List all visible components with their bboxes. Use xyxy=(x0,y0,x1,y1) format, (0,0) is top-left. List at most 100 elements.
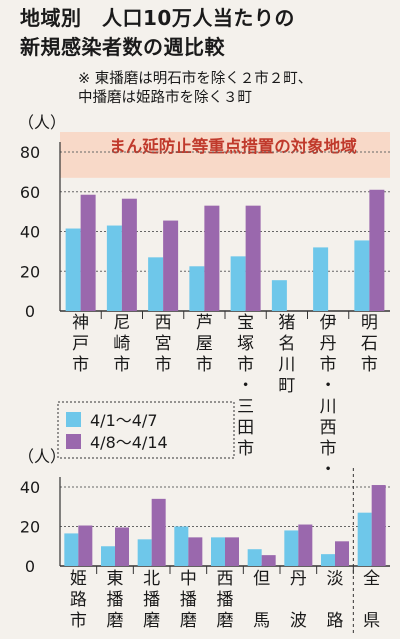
x-category-label-char: 播 xyxy=(180,590,197,610)
bar-series1 xyxy=(106,225,122,311)
x-category-label-char: 石 xyxy=(361,334,378,354)
x-category-label-char: 伊 xyxy=(320,313,337,333)
bar-series1 xyxy=(174,526,189,566)
x-category-label-char: 市 xyxy=(70,611,87,631)
x-category-label-char: 市 xyxy=(361,355,378,375)
y-tick-label: 40 xyxy=(20,223,40,242)
bar-series1 xyxy=(137,539,152,566)
x-category-label-char: 市 xyxy=(237,439,254,459)
x-category-label-char: 崎 xyxy=(113,334,130,354)
bar-series1 xyxy=(321,554,335,566)
bar-series1 xyxy=(271,280,287,311)
y-tick-label: 40 xyxy=(20,478,40,497)
bar-series1 xyxy=(211,537,225,566)
chart-note: ※ 東播磨は明石市を除く２市２町、 中播磨は姫路市を除く３町 xyxy=(78,71,313,106)
x-category-label-char: 市 xyxy=(196,355,213,375)
x-category-label-char: ・ xyxy=(320,376,337,396)
x-category-label-char: 戸 xyxy=(72,334,89,354)
bar-series2 xyxy=(261,555,276,566)
x-category-label-char: 芦 xyxy=(196,313,213,333)
legend-swatch xyxy=(66,434,81,449)
x-category-label-char: ・ xyxy=(237,376,254,396)
x-category-label-char: 三 xyxy=(237,397,254,417)
legend-label: 4/8～4/14 xyxy=(90,433,168,452)
x-category-label-char: 磨 xyxy=(217,611,234,631)
x-category-label-char: 播 xyxy=(107,590,124,610)
x-category-label-char: 市 xyxy=(155,355,172,375)
y-unit: （人） xyxy=(18,447,66,466)
x-category-label-char: 県 xyxy=(363,611,380,631)
bar-series1 xyxy=(101,546,115,566)
measure-band xyxy=(60,132,390,178)
x-category-label-char: 市 xyxy=(320,439,337,459)
x-category-label-char: 神 xyxy=(72,313,89,333)
y-tick-label: 80 xyxy=(20,143,40,162)
bar-series1 xyxy=(65,228,81,311)
bar-series1 xyxy=(354,240,370,311)
bar-series2 xyxy=(115,527,129,566)
x-category-label-char: 田 xyxy=(237,418,254,438)
legend-swatch xyxy=(66,412,81,427)
x-category-label-char: 西 xyxy=(155,313,172,333)
x-category-label-char: 馬 xyxy=(253,611,270,631)
x-category-label-char: 路 xyxy=(70,590,87,610)
bar-series2 xyxy=(245,205,261,311)
bar-series1 xyxy=(247,549,262,566)
x-category-label-char: 但 xyxy=(253,569,270,589)
x-category-label-char: ・ xyxy=(320,460,337,480)
x-category-label-char: 猪 xyxy=(278,313,295,333)
x-category-label-char: 中 xyxy=(180,569,197,589)
x-category-label-char: 磨 xyxy=(107,611,124,631)
bar-series2 xyxy=(204,205,220,311)
x-category-label-char: 市 xyxy=(113,355,130,375)
x-category-label-char: 波 xyxy=(290,611,307,631)
y-unit: （人） xyxy=(18,113,66,132)
x-category-label-char: 市 xyxy=(320,355,337,375)
bar-series1 xyxy=(313,247,329,311)
x-category-label-char: 淡 xyxy=(327,569,344,589)
x-category-label-char: 丹 xyxy=(320,334,337,354)
band-label: まん延防止等重点措置の対象地域 xyxy=(109,136,357,156)
chart-title: 地域別 人口10万人当たりの 新規感染者数の週比較 xyxy=(20,6,295,59)
x-category-label-char: 播 xyxy=(217,590,234,610)
x-category-label-char: 川 xyxy=(320,397,337,417)
x-category-label-char: 姫 xyxy=(70,569,87,589)
y-tick-label: 20 xyxy=(20,262,40,281)
bar-series1 xyxy=(230,256,246,311)
x-category-label-char: 明 xyxy=(361,313,378,333)
x-category-label-char: 屋 xyxy=(196,334,213,354)
x-category-label-char: 川 xyxy=(278,355,295,375)
x-category-label-char: 磨 xyxy=(143,611,160,631)
bar-series2 xyxy=(335,541,349,566)
x-category-label-char: 塚 xyxy=(237,334,254,354)
x-category-label-char: 路 xyxy=(327,611,344,631)
x-category-label-char: 西 xyxy=(217,569,234,589)
bar-series1 xyxy=(64,533,79,566)
x-category-label-char: 丹 xyxy=(290,569,307,589)
x-category-label-char: 市 xyxy=(72,355,89,375)
x-category-label-char: 宮 xyxy=(155,334,172,354)
y-tick-label: 0 xyxy=(25,557,35,576)
bar-series2 xyxy=(121,198,137,311)
legend-label: 4/1～4/7 xyxy=(90,411,158,430)
legend-box xyxy=(57,401,235,459)
x-category-label-char: 全 xyxy=(363,569,380,589)
y-tick-label: 20 xyxy=(20,518,40,537)
bar-series2 xyxy=(78,525,93,566)
bar-series2 xyxy=(369,189,385,311)
bar-series2 xyxy=(225,537,239,566)
bar-series2 xyxy=(298,524,313,566)
x-category-label-char: 名 xyxy=(278,334,295,354)
x-category-label-char: 播 xyxy=(143,590,160,610)
y-tick-label: 0 xyxy=(25,302,35,321)
bar-series1 xyxy=(284,530,299,566)
bar-series2 xyxy=(151,498,166,566)
x-category-label-char: 尼 xyxy=(113,313,130,333)
bar-series2 xyxy=(80,194,96,311)
x-category-label-char: 宝 xyxy=(237,313,254,333)
bar-series2 xyxy=(371,485,386,566)
x-category-label-char: 町 xyxy=(278,376,295,396)
y-tick-label: 60 xyxy=(20,183,40,202)
x-category-label-char: 磨 xyxy=(180,611,197,631)
